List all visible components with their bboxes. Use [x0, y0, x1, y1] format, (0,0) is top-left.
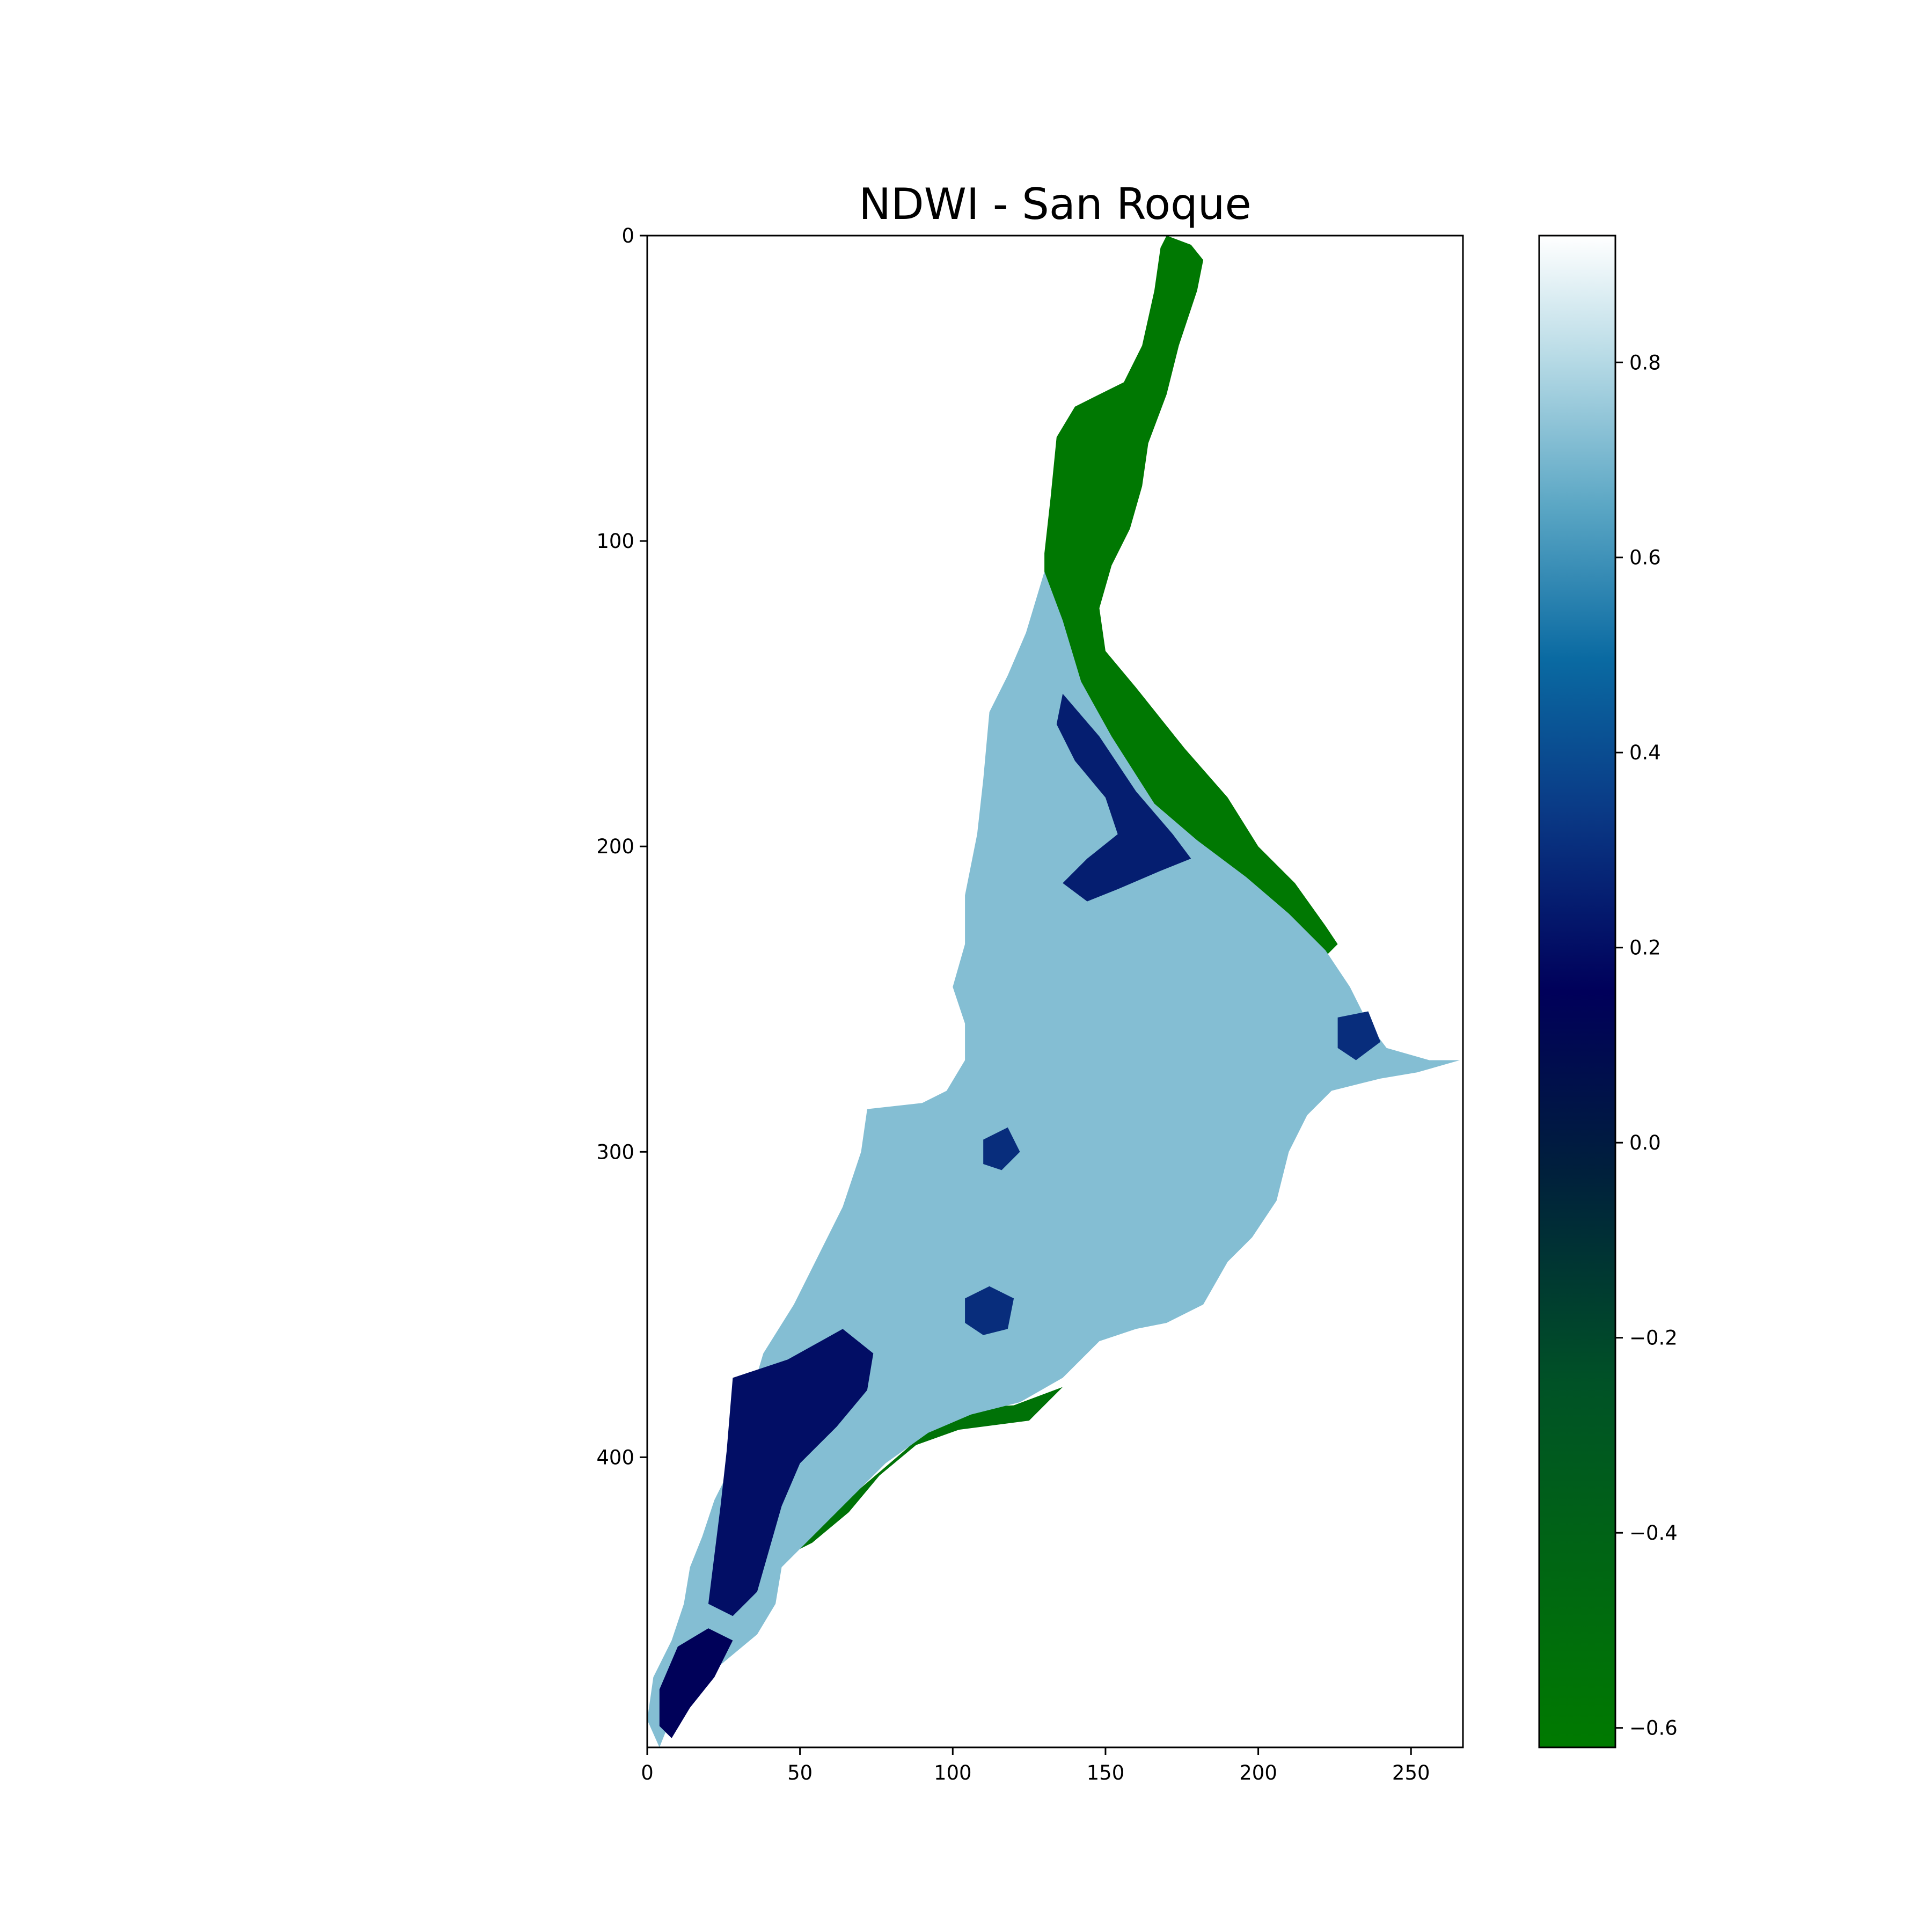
x-axis: 0 50 100 150 200 250 — [641, 1747, 1430, 1784]
colorbar-tick-label: −0.4 — [1629, 1521, 1678, 1545]
colorbar-gradient — [1539, 236, 1615, 1747]
colorbar-tick-label: 0.8 — [1629, 351, 1661, 374]
y-tick-label: 300 — [596, 1140, 634, 1163]
x-tick-label: 0 — [641, 1761, 654, 1784]
colorbar-tick-label: 0.0 — [1629, 1131, 1661, 1154]
x-tick-label: 100 — [934, 1761, 972, 1784]
heatmap-region-7 — [983, 1127, 1020, 1170]
colorbar-ticks: −0.6 −0.4 −0.2 0.0 0.2 0.4 0.6 0.8 — [1615, 351, 1678, 1740]
heatmap-region-4 — [708, 1329, 874, 1616]
colorbar-tick-label: 0.6 — [1629, 546, 1661, 569]
chart-title: NDWI - San Roque — [859, 179, 1251, 229]
x-tick-label: 200 — [1239, 1761, 1277, 1784]
x-tick-label: 250 — [1392, 1761, 1430, 1784]
heatmap-region-3 — [1056, 693, 1191, 902]
y-tick-label: 100 — [596, 530, 634, 553]
heatmap-region-0 — [1044, 236, 1338, 963]
heatmap-region-5 — [659, 1628, 733, 1738]
heatmap-region-1 — [787, 1387, 1063, 1555]
x-tick-label: 150 — [1087, 1761, 1125, 1784]
y-tick-label: 0 — [621, 224, 634, 247]
y-tick-label: 200 — [596, 835, 634, 858]
x-tick-label: 50 — [787, 1761, 813, 1784]
plot-frame — [646, 235, 1464, 1748]
colorbar-tick-label: −0.2 — [1629, 1327, 1678, 1350]
y-axis: 0 100 200 300 400 — [596, 224, 647, 1469]
heatmap-region-2 — [647, 572, 1460, 1747]
colorbar-tick-label: 0.2 — [1629, 936, 1661, 960]
colorbar-frame — [1538, 235, 1616, 1748]
colorbar-tick-label: 0.4 — [1629, 741, 1661, 764]
heatmap-region-8 — [1337, 1011, 1381, 1060]
plot-area — [646, 235, 1464, 1748]
y-tick-label: 400 — [596, 1446, 634, 1469]
colorbar-tick-label: −0.6 — [1629, 1717, 1678, 1740]
colorbar — [1538, 235, 1616, 1748]
heatmap-region-6 — [965, 1286, 1014, 1335]
